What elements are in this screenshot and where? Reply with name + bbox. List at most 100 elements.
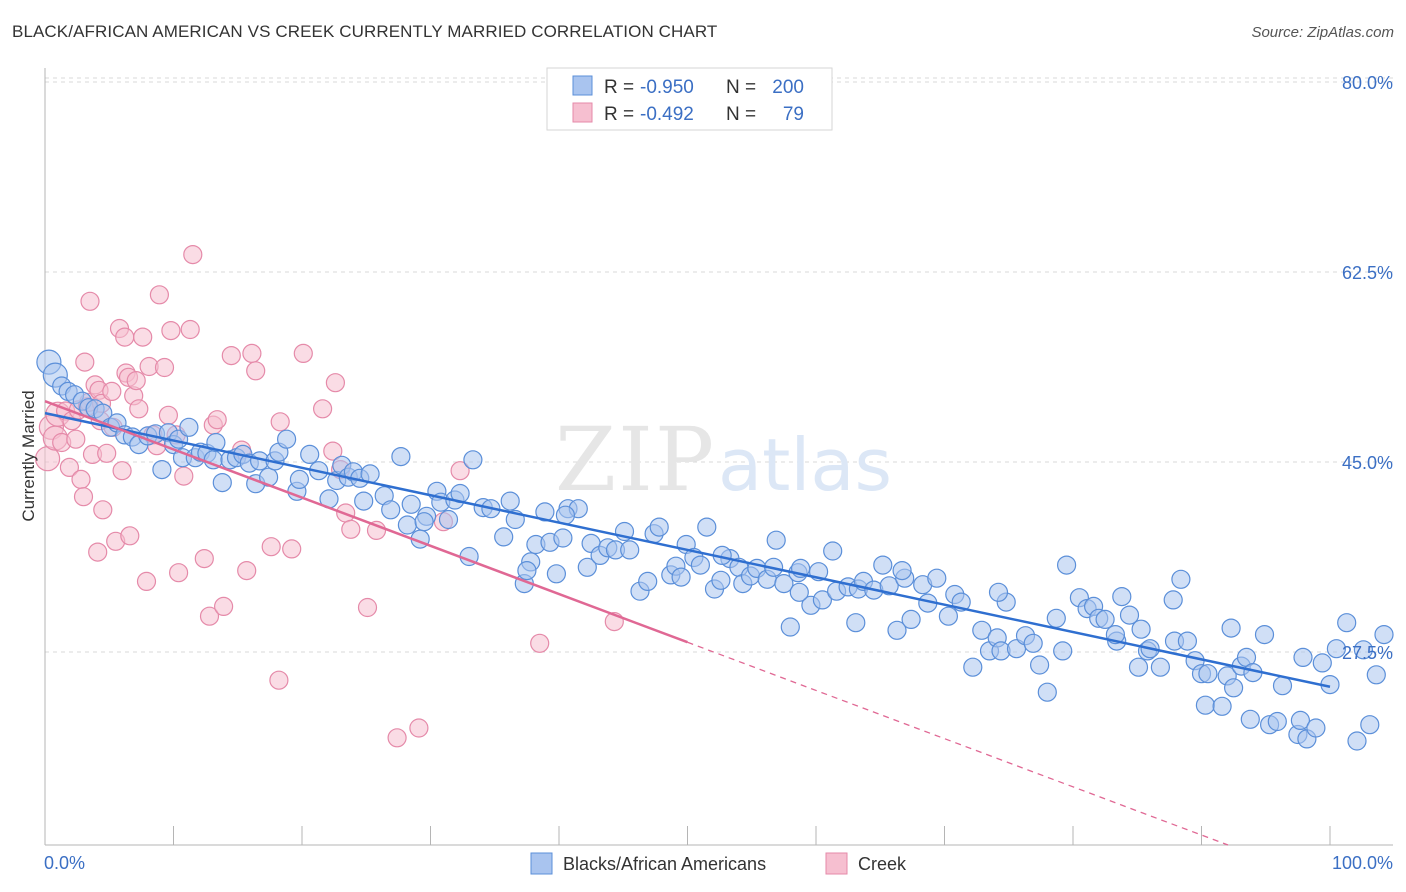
y-tick-label: 45.0% xyxy=(1342,453,1393,473)
data-point xyxy=(183,245,203,265)
data-point xyxy=(133,327,153,347)
data-point xyxy=(1195,695,1216,715)
legend-n-label: N = xyxy=(726,104,756,125)
y-tick-label: 80.0% xyxy=(1342,73,1393,93)
data-point xyxy=(546,564,567,584)
data-point xyxy=(711,570,731,590)
data-point xyxy=(1046,608,1066,628)
data-point xyxy=(463,450,483,470)
data-point xyxy=(71,469,91,489)
data-point xyxy=(158,405,178,425)
data-point xyxy=(88,542,108,562)
data-point xyxy=(1347,731,1367,751)
data-point xyxy=(1272,676,1293,696)
data-point xyxy=(120,526,140,546)
trend-lines xyxy=(44,400,1331,846)
data-point xyxy=(293,343,313,363)
data-point xyxy=(500,491,520,511)
y-tick-labels: 27.5% 45.0% 62.5% 80.0% xyxy=(1342,73,1393,663)
data-point xyxy=(357,597,378,618)
data-point xyxy=(1366,665,1386,685)
data-point xyxy=(246,361,266,381)
data-point xyxy=(494,527,514,547)
data-point xyxy=(789,582,809,602)
data-point xyxy=(690,555,711,575)
data-point xyxy=(289,469,309,489)
trend-line-creek xyxy=(44,400,688,644)
bottom-legend-label-pink: Creek xyxy=(858,854,907,874)
legend-r-label: R = xyxy=(604,77,634,98)
data-point xyxy=(1119,605,1140,625)
data-point xyxy=(1056,555,1077,575)
legend-r-label: R = xyxy=(604,104,634,125)
data-point xyxy=(780,617,800,637)
data-point xyxy=(221,346,241,366)
data-point xyxy=(66,429,86,449)
data-point xyxy=(270,412,290,432)
y-tick-label: 62.5% xyxy=(1342,263,1393,283)
data-point xyxy=(1212,696,1232,716)
bottom-legend-swatch-pink xyxy=(825,852,848,875)
data-point xyxy=(242,343,262,363)
data-point xyxy=(774,573,794,594)
data-point xyxy=(323,441,343,461)
x-axis-ticks xyxy=(44,826,1331,845)
data-point xyxy=(649,517,669,537)
data-point xyxy=(1254,624,1275,645)
data-point xyxy=(887,620,907,640)
watermark-zip: ZIP xyxy=(555,408,716,511)
data-point xyxy=(1053,641,1073,661)
data-point xyxy=(1150,657,1171,677)
data-point xyxy=(313,399,333,419)
data-point xyxy=(1312,653,1332,673)
data-point xyxy=(972,620,992,640)
data-point xyxy=(115,327,135,347)
data-point xyxy=(823,541,843,561)
data-point xyxy=(1095,609,1115,630)
data-point xyxy=(366,520,387,541)
data-point xyxy=(1023,633,1043,653)
data-point xyxy=(638,571,658,592)
data-point xyxy=(414,512,434,532)
chart-title: BLACK/AFRICAN AMERICAN VS CREEK CURRENTL… xyxy=(12,22,718,41)
legend-box xyxy=(546,67,833,131)
legend-swatch-blue xyxy=(572,75,593,96)
data-point xyxy=(938,606,959,626)
data-point xyxy=(1290,710,1311,731)
legend-r-value: -0.950 xyxy=(640,77,694,98)
data-point xyxy=(1221,618,1241,638)
data-point xyxy=(879,576,899,596)
data-point xyxy=(341,519,361,539)
data-point xyxy=(269,670,289,690)
data-point xyxy=(1131,619,1151,639)
data-point xyxy=(988,582,1009,602)
data-point xyxy=(1240,709,1260,729)
trend-line-creek-extension xyxy=(687,641,1229,846)
data-point xyxy=(1293,647,1313,668)
data-point xyxy=(381,500,401,520)
data-point xyxy=(212,473,232,493)
legend-n-label: N = xyxy=(726,77,756,98)
data-point xyxy=(963,657,983,677)
data-point xyxy=(354,491,374,511)
data-point xyxy=(1198,664,1218,684)
data-point xyxy=(387,728,407,748)
data-point xyxy=(194,548,214,569)
data-point xyxy=(1353,640,1374,660)
watermark-atlas: atlas xyxy=(718,423,892,507)
data-point xyxy=(1171,569,1191,589)
data-point xyxy=(169,563,189,583)
bottom-legend-label-blue: Blacks/African Americans xyxy=(563,854,766,874)
watermark: ZIP atlas xyxy=(555,408,892,511)
data-point xyxy=(391,447,411,467)
data-point xyxy=(214,596,234,617)
x-tick-label-min: 0.0% xyxy=(44,853,85,873)
data-point xyxy=(126,371,146,391)
data-point xyxy=(161,321,181,341)
data-point xyxy=(174,466,194,486)
data-point xyxy=(325,373,345,393)
data-point xyxy=(553,528,573,548)
data-point xyxy=(180,319,200,340)
trend-line-blacks xyxy=(44,411,1331,688)
data-point xyxy=(1112,586,1132,607)
